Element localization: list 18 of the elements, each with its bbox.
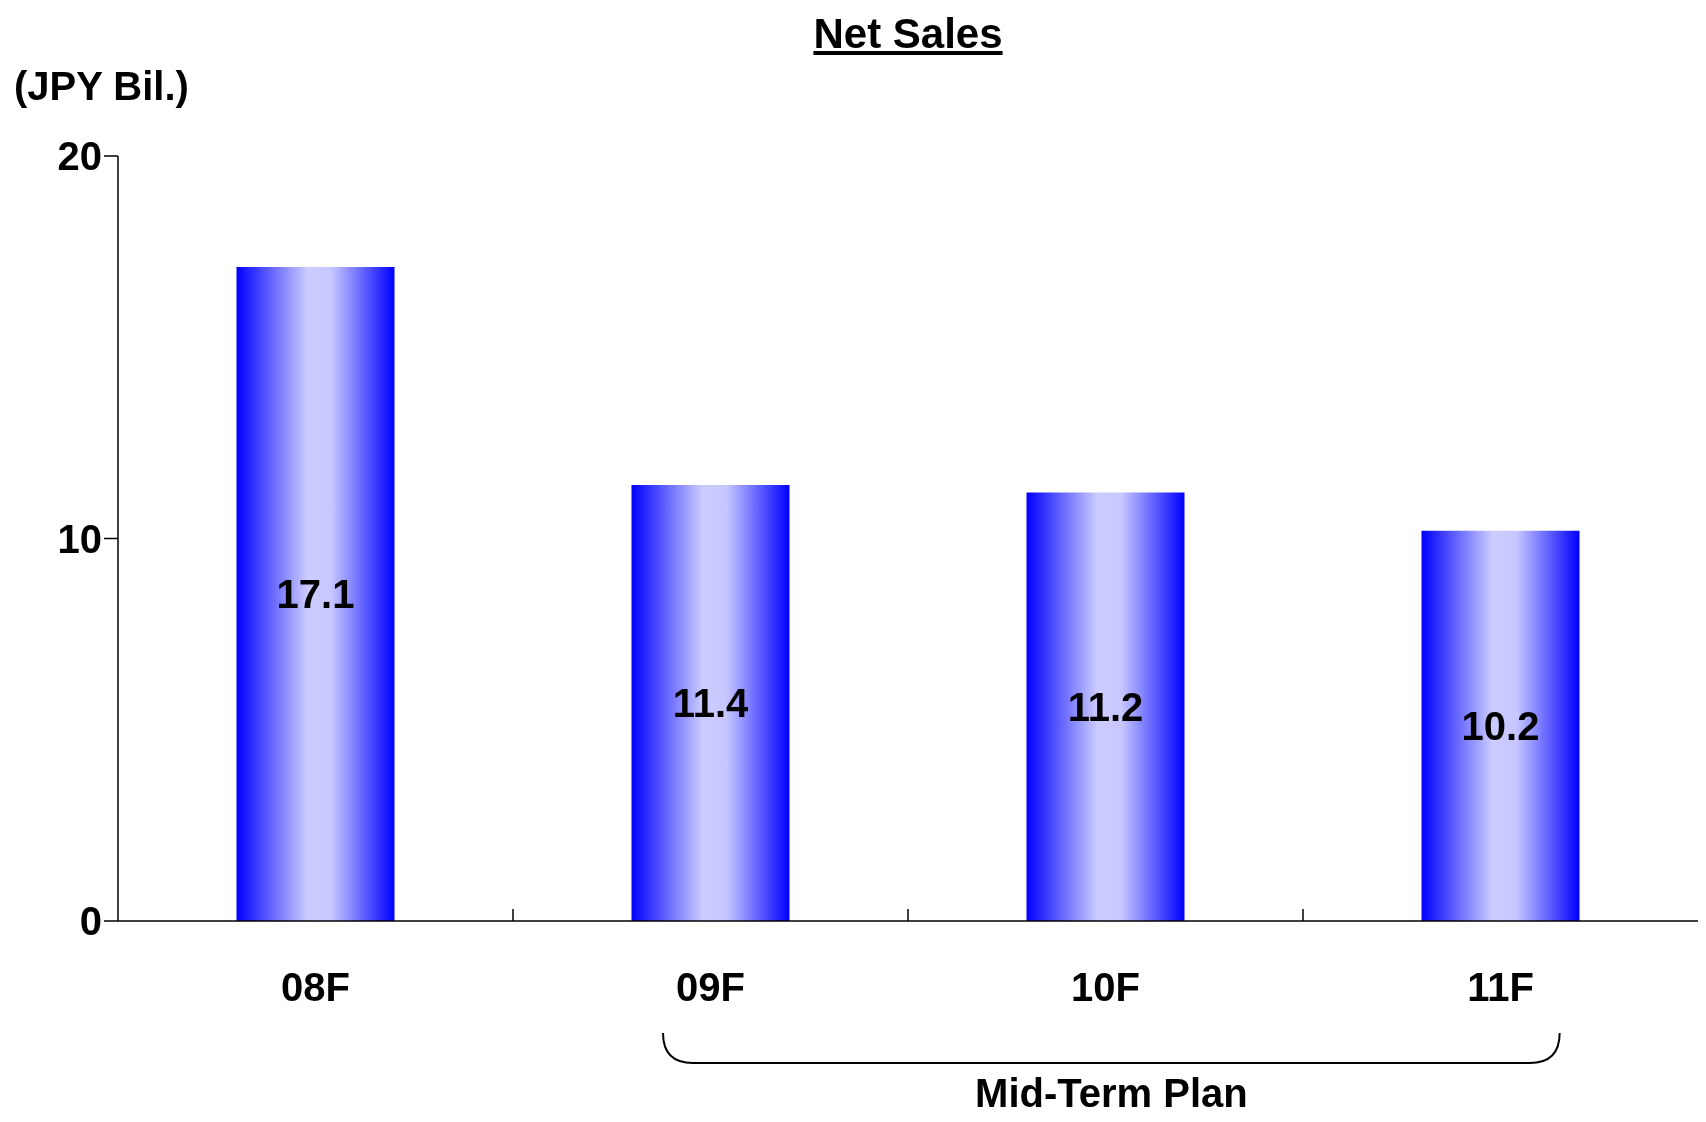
data-label: 11.2 <box>1067 685 1144 729</box>
x-tick-label: 09F <box>676 965 745 1009</box>
x-tick-label: 11F <box>1467 965 1534 1009</box>
bar <box>631 484 790 921</box>
chart-title: Net Sales <box>812 10 1004 58</box>
bar <box>1421 530 1580 921</box>
x-tick-label: 08F <box>281 965 350 1009</box>
y-tick-label: 0 <box>79 899 102 944</box>
bar <box>236 266 395 921</box>
y-tick-label: 10 <box>57 516 102 561</box>
data-label: 11.4 <box>672 681 750 726</box>
data-label: 10.2 <box>1461 704 1540 749</box>
y-axis-title: (JPY Bil.) <box>14 64 189 109</box>
x-tick-label: 10F <box>1071 965 1140 1009</box>
y-tick-label: 20 <box>57 134 102 179</box>
text: Mid-Term Plan <box>974 1071 1249 1116</box>
bar <box>1026 492 1185 921</box>
data-label: 17.1 <box>276 572 355 617</box>
